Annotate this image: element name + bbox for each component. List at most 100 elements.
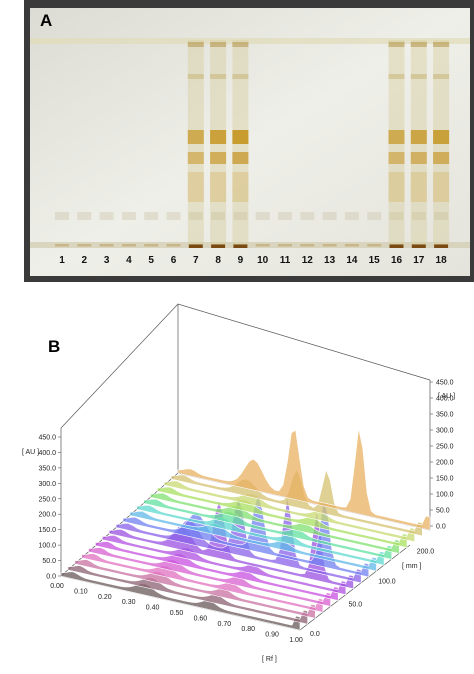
tlc-lane <box>187 40 204 248</box>
left-axis-unit: [ AU ] <box>22 449 39 456</box>
band <box>144 212 159 220</box>
origin-spot <box>121 244 136 247</box>
rf-axis-tick: 0.40 <box>146 605 160 612</box>
tlc-lane <box>55 212 69 247</box>
right-axis-tick: 300.0 <box>436 428 454 435</box>
rf-axis-tick: 0.70 <box>217 621 231 628</box>
band <box>434 212 449 220</box>
origin-spot <box>211 244 226 248</box>
lane-number: 10 <box>257 255 269 266</box>
lane-number: 6 <box>171 255 177 266</box>
origin-spot <box>77 244 92 247</box>
lane-number: 8 <box>215 255 221 266</box>
right-axis-tick: 50.0 <box>436 508 450 515</box>
origin-spot <box>300 244 315 247</box>
tlc-lane <box>210 40 227 248</box>
right-axis-unit: [ AU ] <box>438 393 455 400</box>
lane-number: 9 <box>238 255 244 266</box>
band <box>388 152 405 164</box>
origin-spot <box>434 244 449 248</box>
densitogram-trace <box>60 571 301 631</box>
rf-axis-tick: 0.80 <box>241 626 255 633</box>
densitogram-panel: B [ AU ] 450.0 400.0 350.0 300.0 250.0 200.0 1… <box>22 303 455 663</box>
band <box>433 74 450 79</box>
band <box>210 152 227 164</box>
left-axis-tick: 200.0 <box>38 512 56 519</box>
band <box>410 130 427 144</box>
lane-number: 13 <box>324 255 336 266</box>
band <box>187 74 204 79</box>
right-axis-tick: 200.0 <box>436 460 454 467</box>
tlc-lane <box>121 212 136 247</box>
right-axis-tick: 0.0 <box>436 524 446 531</box>
lane-number: 16 <box>391 255 403 266</box>
left-axis-tick: 400.0 <box>38 450 56 457</box>
tlc-lane <box>77 212 92 247</box>
lane-number: 14 <box>346 255 358 266</box>
band <box>99 212 114 220</box>
band <box>410 74 427 79</box>
lane-number: 4 <box>126 255 132 266</box>
band <box>187 172 204 202</box>
left-axis-tick: 350.0 <box>38 465 56 472</box>
band <box>388 172 405 202</box>
tlc-lane <box>433 40 450 248</box>
band <box>410 42 427 47</box>
band <box>389 212 404 220</box>
band <box>210 172 227 202</box>
origin-spot <box>255 244 270 247</box>
band <box>55 212 69 220</box>
rf-axis-tick: 0.30 <box>122 599 136 606</box>
tlc-lane <box>144 212 159 247</box>
densitogram-trace <box>81 553 324 613</box>
band <box>210 74 227 79</box>
band <box>232 130 249 144</box>
rf-axis-tick: 0.00 <box>50 583 64 590</box>
left-axis-tick: 300.0 <box>38 481 56 488</box>
origin-line <box>30 242 470 248</box>
lane-number: 2 <box>82 255 88 266</box>
right-axis-tick: 150.0 <box>436 476 454 483</box>
origin-spot <box>411 244 426 248</box>
origin-spot <box>166 244 181 247</box>
tlc-lane <box>232 40 249 248</box>
mm-axis-tick: 50.0 <box>349 601 363 608</box>
band <box>255 212 270 220</box>
tlc-lane <box>278 212 292 247</box>
origin-spot <box>99 244 114 247</box>
band <box>278 212 292 220</box>
band <box>433 152 450 164</box>
rf-axis-tick: 0.60 <box>194 615 208 622</box>
left-axis-tick: 0.0 <box>46 574 56 581</box>
tlc-lanes <box>55 40 450 248</box>
densitogram-trace <box>101 535 347 596</box>
origin-spot <box>389 244 404 248</box>
origin-spot <box>322 244 337 247</box>
lane-numbers: 1 2 3 4 5 6 7 8 9 10 11 12 13 14 15 16 17 18 <box>59 255 447 266</box>
right-axis-tick: 250.0 <box>436 444 454 451</box>
lane-number: 5 <box>148 255 154 266</box>
band <box>77 212 92 220</box>
lane-number: 1 <box>59 255 65 266</box>
band <box>232 172 249 202</box>
densitogram-trace <box>88 547 331 607</box>
band <box>121 212 136 220</box>
right-axis-ticks: 450.0 400.0 350.0 300.0 250.0 200.0 150.0 100.0… <box>430 380 454 531</box>
origin-spot <box>278 244 292 247</box>
densitogram-trace <box>129 510 377 572</box>
solvent-front <box>30 38 470 44</box>
rf-axis-tick: 1.00 <box>289 637 303 644</box>
origin-spot <box>367 244 382 247</box>
densitogram-trace <box>157 486 408 549</box>
band <box>300 212 315 220</box>
densitogram-trace <box>136 504 385 566</box>
left-axis-tick: 450.0 <box>38 435 56 442</box>
band <box>211 212 226 220</box>
band <box>210 130 227 144</box>
band <box>433 42 450 47</box>
tlc-lane <box>300 212 315 247</box>
tlc-lane <box>410 40 427 248</box>
mm-axis-tick: 200.0 <box>417 549 435 556</box>
tlc-lane <box>367 212 382 247</box>
mm-axis-tick: 100.0 <box>378 578 396 585</box>
